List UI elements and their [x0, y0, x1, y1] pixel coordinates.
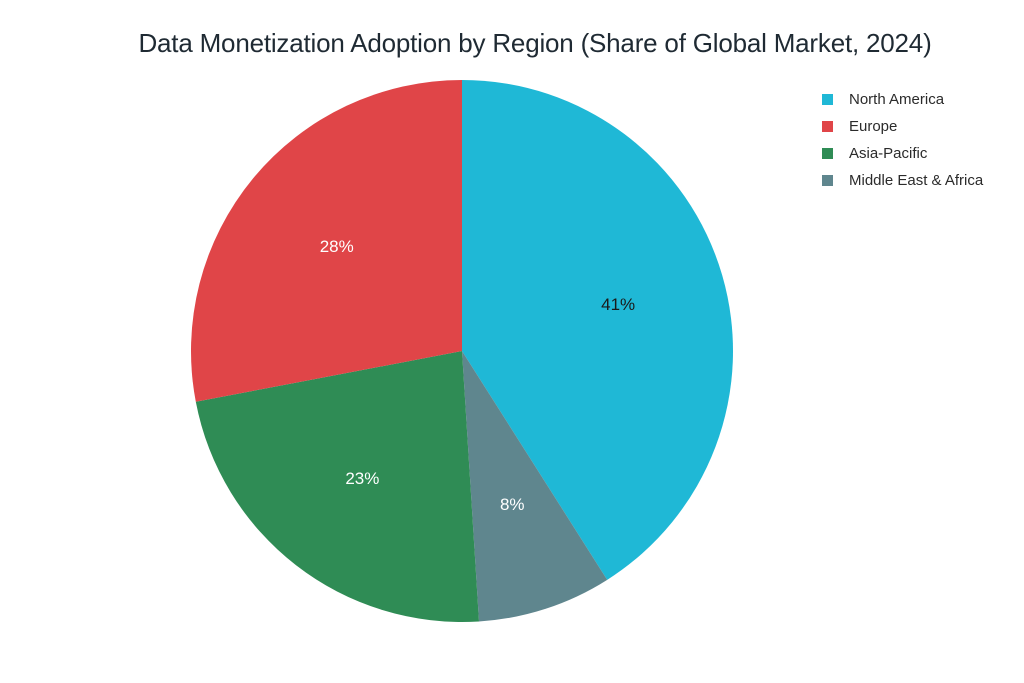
pie-slice-europe — [191, 80, 462, 402]
legend-item-europe: Europe — [822, 113, 983, 140]
legend-swatch — [822, 121, 833, 132]
pie-slice-asia-pacific — [195, 351, 480, 622]
pie-slices — [191, 80, 733, 622]
legend-label: Europe — [849, 118, 898, 135]
legend-swatch — [822, 148, 833, 159]
legend-item-north-america: North America — [822, 86, 983, 113]
slice-label-europe: 28% — [320, 237, 354, 256]
legend-swatch — [822, 94, 833, 105]
legend-label: North America — [849, 91, 945, 108]
legend-label: Middle East & Africa — [849, 172, 984, 189]
pie-slice-labels: 41% 8% 23% 28% — [320, 237, 635, 514]
slice-label-asia-pacific: 23% — [345, 469, 379, 488]
legend-item-middle-east-and-africa: Middle East & Africa — [822, 167, 983, 194]
pie-slice-north-america — [462, 80, 733, 580]
chart-title: Data Monetization Adoption by Region (Sh… — [138, 28, 932, 58]
legend-swatch — [822, 175, 833, 186]
slice-label-north-america: 41% — [601, 295, 635, 314]
legend-item-asia-pacific: Asia-Pacific — [822, 140, 983, 167]
slice-label-middle-east-and-africa: 8% — [500, 495, 525, 514]
pie-slice-middle-east-and-africa — [462, 351, 608, 622]
legend-label: Asia-Pacific — [849, 145, 928, 162]
legend: North America Europe Asia-Pacific Middle Ea… — [822, 86, 983, 194]
